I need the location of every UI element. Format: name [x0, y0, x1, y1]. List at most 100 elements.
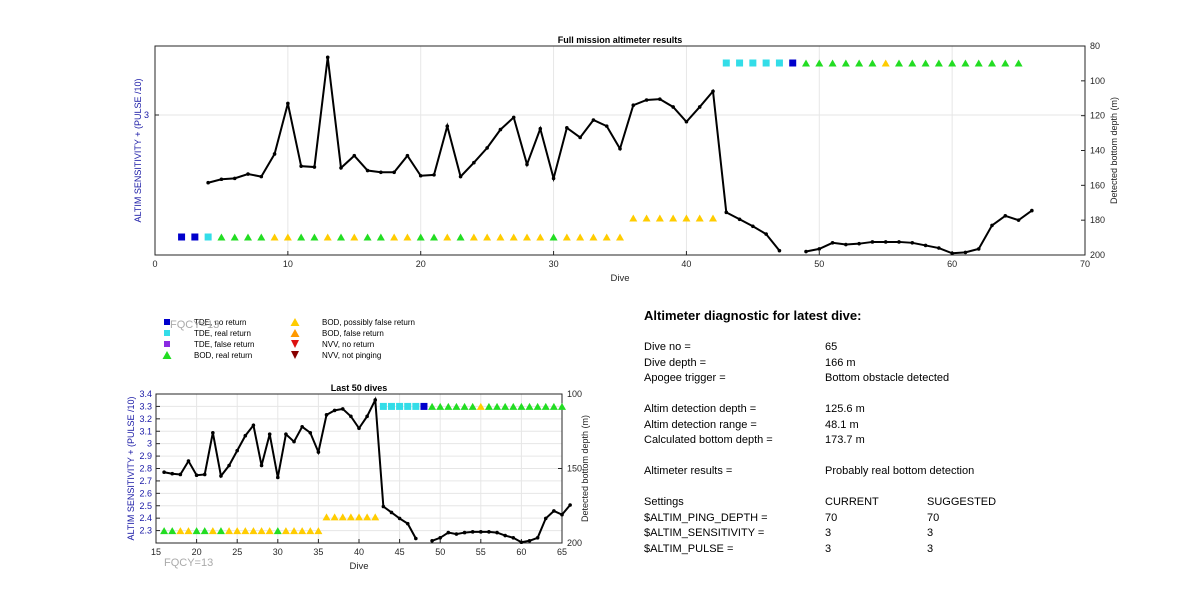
depth-point — [472, 160, 476, 165]
depth-point — [764, 232, 768, 236]
y-left-tick-label: 2.9 — [139, 451, 152, 461]
depth-point — [446, 530, 451, 535]
marker-bod-real-return — [974, 59, 983, 67]
marker-bod-possibly-false — [669, 214, 678, 222]
x-tick-label: 20 — [192, 547, 202, 557]
depth-point — [527, 538, 532, 543]
marker-bod-possibly-false — [290, 527, 299, 535]
legend-marker-tde-real-return — [164, 330, 170, 336]
marker-bod-real-return — [310, 233, 319, 241]
marker-bod-possibly-false — [322, 513, 331, 521]
diag-label-altimeter-results: Altimeter results = — [644, 465, 733, 477]
depth-point — [324, 413, 329, 417]
y-left-tick-label: 3 — [144, 110, 149, 120]
depth-point — [272, 152, 277, 156]
depth-point — [684, 119, 689, 124]
depth-point — [340, 407, 345, 411]
depth-point — [438, 535, 443, 540]
legend-symbol-tde-real-return — [164, 330, 170, 336]
legend-label-nvv-no-return: NVV, no return — [322, 340, 375, 349]
diag-label-bottom-depth: Calculated bottom depth = — [644, 434, 773, 446]
diag-label-dive-no: Dive no = — [644, 341, 691, 353]
depth-point — [937, 246, 941, 250]
marker-bod-real-return — [828, 59, 837, 67]
setting-label-pulse: $ALTIM_PULSE = — [644, 543, 734, 555]
legend-symbol-tde-no-return — [164, 319, 170, 325]
depth-point — [658, 97, 662, 101]
y-right-tick-label: 200 — [1090, 250, 1105, 260]
marker-bod-real-return — [452, 402, 461, 410]
marker-bod-possibly-false — [233, 527, 242, 535]
marker-bod-possibly-false — [443, 233, 452, 241]
y-left-tick-label: 2.4 — [139, 513, 152, 523]
depth-point — [511, 535, 516, 540]
setting-suggested-sensitivity: 3 — [927, 527, 934, 539]
marker-bod-possibly-false — [298, 527, 307, 535]
y-right-tick-label: 100 — [1090, 76, 1105, 86]
depth-point — [397, 516, 402, 521]
marker-bod-possibly-false — [682, 214, 691, 222]
fqcy-watermark-top: FQCY=13 — [170, 319, 220, 331]
marker-bod-possibly-false — [176, 527, 185, 535]
depth-point — [1030, 208, 1034, 213]
marker-bod-real-return — [934, 59, 943, 67]
marker-bod-real-return — [908, 59, 917, 67]
legend-marker-nvv-not-pinging — [291, 351, 299, 359]
depth-point — [883, 240, 888, 244]
x-tick-label: 25 — [232, 547, 242, 557]
depth-point — [349, 414, 353, 419]
depth-point — [170, 471, 175, 476]
depth-point — [286, 101, 290, 106]
y-right-tick-label: 80 — [1090, 41, 1100, 51]
legend-label-bod-real-return: BOD, real return — [194, 351, 253, 360]
marker-bod-possibly-false — [469, 233, 478, 241]
depth-point — [405, 153, 410, 158]
altimeter-diagnostic-panel: Altimeter diagnostic for latest dive: Di… — [644, 308, 1184, 568]
marker-bod-possibly-false — [314, 527, 323, 535]
depth-point — [325, 55, 330, 60]
depth-point — [194, 473, 199, 478]
depth-point — [186, 459, 191, 463]
depth-point — [365, 414, 369, 419]
x-tick-label: 70 — [1080, 259, 1090, 269]
y-left-tick-label: 3.2 — [139, 414, 152, 424]
diag-value-bottom-depth: 173.7 m — [825, 434, 865, 446]
y-left-tick-label: 2.5 — [139, 501, 152, 511]
legend: TDE, no return TDE, real return TDE, false… — [150, 318, 450, 366]
marker-bod-possibly-false — [338, 513, 347, 521]
depth-point — [487, 530, 491, 534]
x-tick-label: 40 — [354, 547, 364, 557]
marker-tde-real-return — [379, 402, 387, 410]
depth-point — [357, 426, 361, 431]
y-left-tick-label: 3.1 — [139, 426, 152, 436]
depth-point — [568, 503, 572, 507]
y-right-tick-label: 180 — [1090, 215, 1105, 225]
depth-point — [430, 538, 434, 543]
depth-line — [805, 209, 1033, 255]
marker-bod-real-return — [802, 59, 810, 67]
marker-bod-real-return — [216, 527, 225, 535]
marker-bod-possibly-false — [616, 233, 624, 241]
diag-value-altimeter-results: Probably real bottom detection — [825, 465, 975, 477]
marker-bod-possibly-false — [403, 233, 412, 241]
depth-point — [560, 512, 564, 517]
x-axis-label: Dive — [610, 273, 629, 284]
depth-point — [618, 146, 622, 151]
marker-bod-real-return — [257, 233, 266, 241]
depth-point — [299, 164, 303, 168]
depth-point — [352, 153, 357, 158]
setting-suggested-pulse: 3 — [927, 543, 934, 555]
y-left-tick-label: 3.4 — [139, 389, 152, 399]
depth-point — [339, 166, 343, 170]
depth-point — [519, 540, 524, 545]
marker-bod-real-return — [217, 233, 226, 241]
x-tick-label: 0 — [152, 259, 157, 269]
x-tick-label: 30 — [273, 547, 283, 557]
depth-point — [870, 240, 875, 244]
marker-bod-real-return — [815, 59, 824, 67]
marker-bod-real-return — [436, 402, 445, 410]
marker-bod-possibly-false — [695, 214, 704, 222]
legend-marker-bod-real-return — [162, 351, 172, 359]
depth-point — [857, 241, 861, 246]
depth-point — [219, 474, 223, 478]
